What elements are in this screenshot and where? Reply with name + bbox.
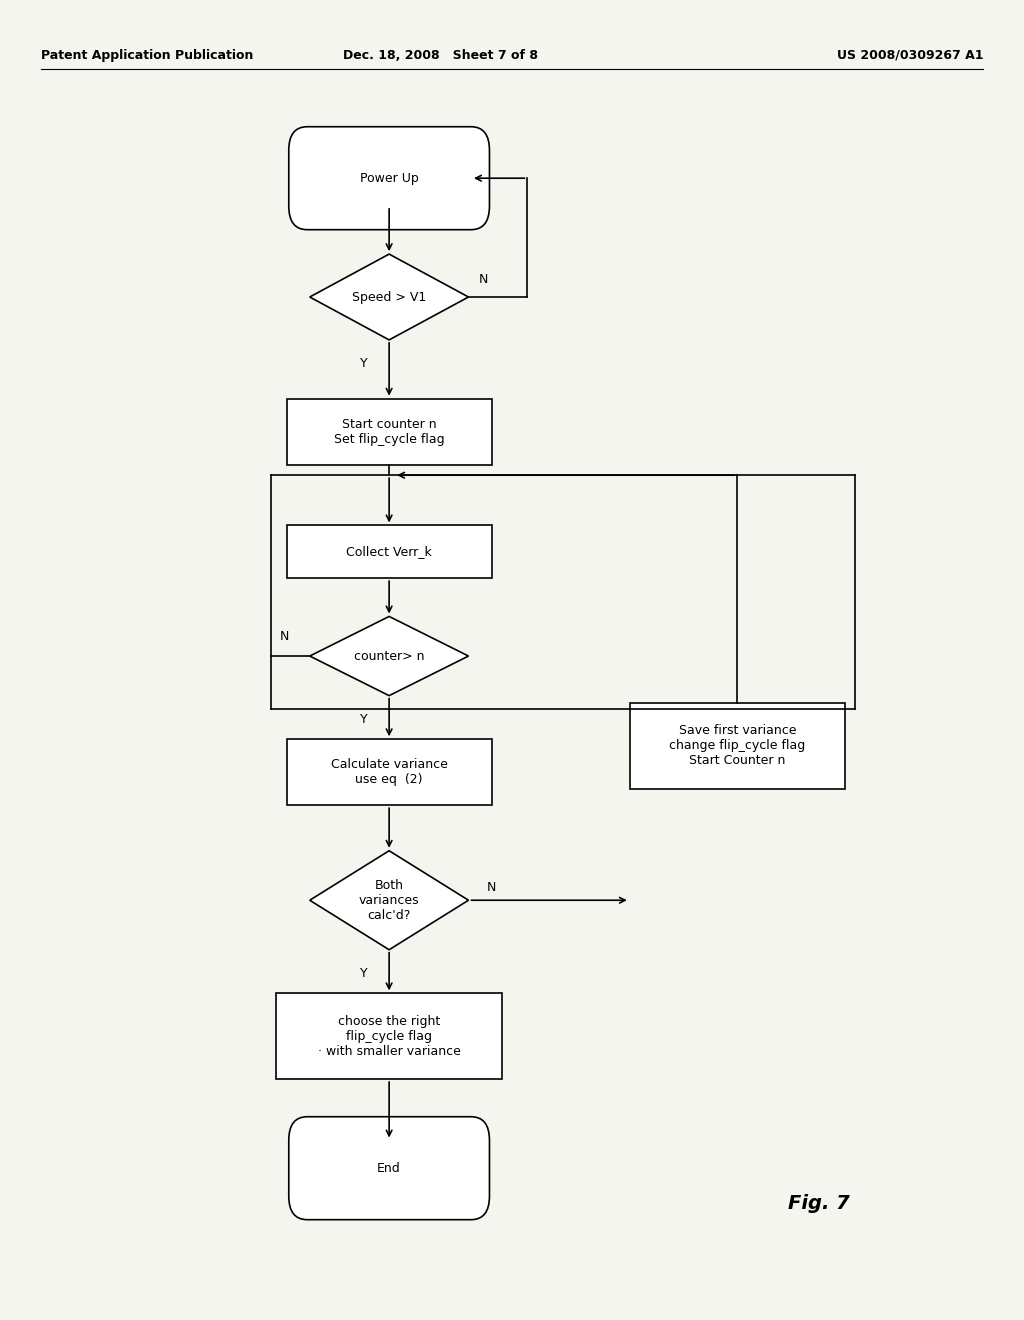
Bar <box>276 993 502 1080</box>
Bar <box>630 704 845 789</box>
Text: counter> n: counter> n <box>354 649 424 663</box>
Text: Dec. 18, 2008   Sheet 7 of 8: Dec. 18, 2008 Sheet 7 of 8 <box>343 49 538 62</box>
Text: Calculate variance
use eq  (2): Calculate variance use eq (2) <box>331 758 447 787</box>
Text: Power Up: Power Up <box>359 172 419 185</box>
Text: Save first variance
change flip_cycle flag
Start Counter n: Save first variance change flip_cycle fl… <box>669 725 806 767</box>
Bar <box>287 399 492 465</box>
Text: Patent Application Publication: Patent Application Publication <box>41 49 253 62</box>
FancyBboxPatch shape <box>289 1117 489 1220</box>
Text: Y: Y <box>359 358 368 370</box>
Text: End: End <box>377 1162 401 1175</box>
Text: N: N <box>479 273 488 286</box>
Text: Speed > V1: Speed > V1 <box>352 290 426 304</box>
Text: Both
variances
calc'd?: Both variances calc'd? <box>358 879 420 921</box>
Text: Start counter n
Set flip_cycle flag: Start counter n Set flip_cycle flag <box>334 417 444 446</box>
Polygon shape <box>309 253 469 339</box>
Text: Fig. 7: Fig. 7 <box>788 1195 850 1213</box>
Bar <box>287 525 492 578</box>
Text: Y: Y <box>359 713 368 726</box>
FancyBboxPatch shape <box>289 127 489 230</box>
Text: US 2008/0309267 A1: US 2008/0309267 A1 <box>837 49 983 62</box>
Text: Y: Y <box>359 968 368 979</box>
Bar <box>287 739 492 805</box>
Polygon shape <box>309 851 469 950</box>
Text: N: N <box>280 630 289 643</box>
Polygon shape <box>309 616 469 696</box>
Text: N: N <box>487 880 497 894</box>
Text: Collect Verr_k: Collect Verr_k <box>346 545 432 558</box>
Text: choose the right
flip_cycle flag
· with smaller variance: choose the right flip_cycle flag · with … <box>317 1015 461 1057</box>
